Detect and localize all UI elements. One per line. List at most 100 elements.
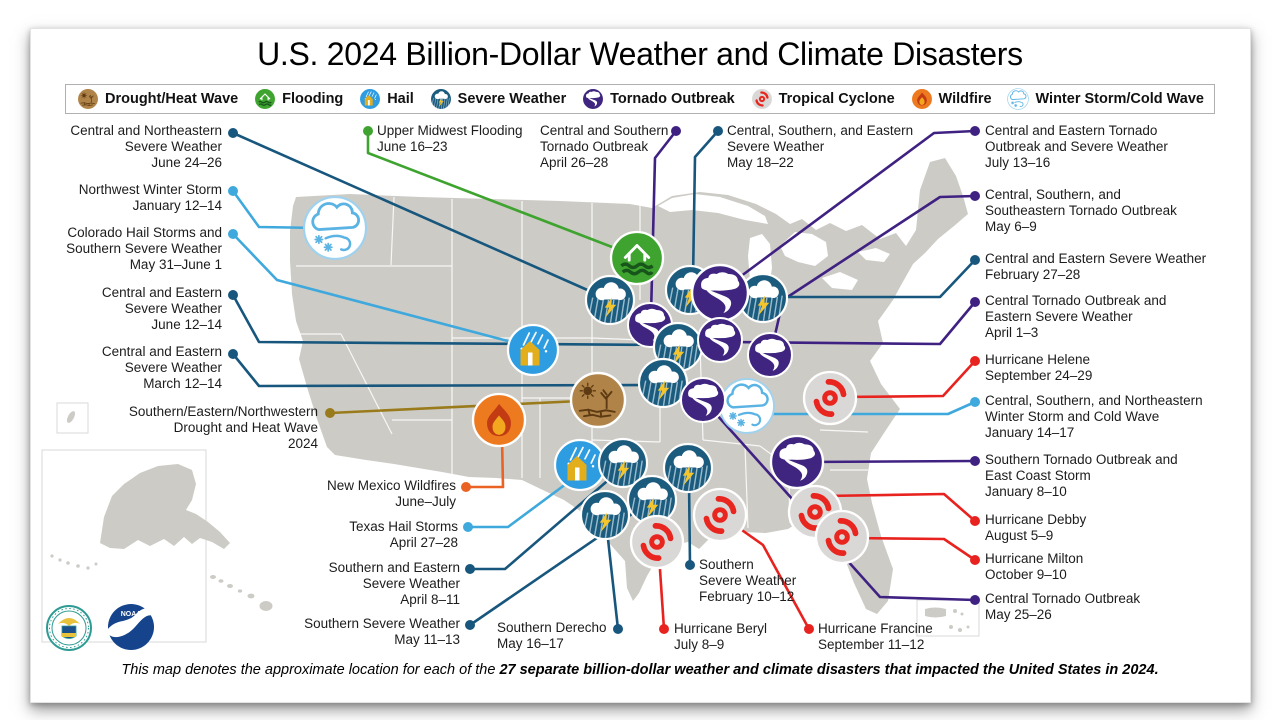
callout-line — [468, 476, 575, 529]
drought-icon — [77, 88, 99, 110]
callout-dot — [613, 624, 623, 634]
tornado-icon — [680, 377, 726, 423]
callout-dot — [228, 186, 238, 196]
callout-dot — [970, 555, 980, 565]
winter-icon — [720, 379, 774, 433]
callout-dot — [970, 126, 980, 136]
severe-icon — [586, 276, 634, 324]
legend-label: Hail — [387, 91, 414, 107]
callout-dot — [970, 516, 980, 526]
callout-line — [470, 469, 621, 571]
wildfire-icon — [471, 392, 527, 448]
legend-item-hail: Hail — [358, 87, 414, 111]
legend-item-wildfire: Wildfire — [910, 87, 992, 111]
tornado-icon — [697, 317, 743, 363]
winter-icon — [1006, 87, 1030, 111]
cyclone-icon — [631, 516, 683, 568]
callout-line — [231, 353, 656, 388]
legend-label: Drought/Heat Wave — [105, 91, 239, 107]
wildfire-icon — [910, 88, 933, 110]
footer-normal: This map denotes the approximate locatio… — [121, 662, 500, 678]
callout-dot — [659, 624, 669, 634]
cyclone-icon — [694, 489, 746, 541]
legend-label: Winter Storm/Cold Wave — [1035, 91, 1204, 107]
callout-dot — [463, 522, 473, 532]
callout-dot — [228, 349, 238, 359]
cyclone-icon — [816, 511, 868, 563]
callout-dot — [970, 595, 980, 605]
footer-bold: 27 separate billion-dollar weather and c… — [499, 662, 1159, 678]
callout-dot — [804, 624, 814, 634]
legend-label: Tornado Outbreak — [610, 91, 735, 107]
legend-label: Severe Weather — [457, 91, 567, 107]
drought-icon — [569, 371, 627, 429]
callout-line — [466, 437, 505, 489]
callout-line — [232, 131, 611, 302]
callout-line — [822, 492, 976, 522]
callout-line — [727, 301, 976, 346]
callout-dot — [685, 560, 695, 570]
callout-dot — [228, 128, 238, 138]
svg-text:NOAA: NOAA — [121, 611, 142, 618]
severe-icon — [581, 491, 629, 539]
hail-icon — [555, 440, 605, 490]
callout-line — [687, 479, 692, 566]
callout-dot — [228, 229, 238, 239]
winter-icon — [304, 197, 366, 259]
callout-line — [707, 404, 976, 602]
callout-line — [770, 259, 976, 299]
severe-icon — [429, 87, 453, 111]
flood-icon — [609, 230, 665, 286]
callout-dot — [970, 255, 980, 265]
callout-line — [605, 529, 620, 630]
hail-icon — [358, 87, 382, 111]
cyclone-icon — [804, 372, 856, 424]
callout-line — [728, 519, 811, 630]
callout-line — [691, 130, 719, 281]
tornado-icon — [769, 434, 825, 490]
legend-item-tornado: Tornado Outbreak — [581, 87, 735, 111]
callout-dot — [713, 126, 723, 136]
legend-item-cyclone: Tropical Cyclone — [750, 87, 895, 111]
callout-dot — [465, 620, 475, 630]
callout-dot — [970, 297, 980, 307]
footer-note: This map denotes the approximate locatio… — [0, 662, 1280, 678]
cyclone-icon — [750, 87, 774, 111]
legend-item-flood: Flooding — [253, 87, 343, 111]
tornado-icon — [582, 88, 605, 110]
callout-dot — [461, 482, 471, 492]
callout-dot — [970, 191, 980, 201]
callout-line — [329, 399, 581, 415]
flood-icon — [253, 87, 277, 111]
page-title: U.S. 2024 Billion-Dollar Weather and Cli… — [257, 36, 1023, 72]
callout-dot — [228, 290, 238, 300]
callout-line — [804, 459, 976, 464]
callout-line — [770, 194, 976, 349]
tornado-icon — [690, 263, 750, 323]
guam-inset — [56, 402, 89, 434]
puerto-rico-inset — [916, 599, 980, 637]
callout-line — [839, 360, 976, 399]
callout-line — [232, 233, 524, 347]
doc-seal — [46, 605, 92, 651]
hawaii-islands — [210, 575, 273, 611]
callout-dots — [228, 126, 980, 634]
callout-dot — [363, 126, 373, 136]
callout-dot — [325, 408, 335, 418]
tornado-icon — [747, 332, 793, 378]
callout-dot — [970, 397, 980, 407]
legend: Drought/Heat Wave Flooding Hail Severe Weat… — [65, 84, 1215, 114]
severe-icon — [639, 359, 687, 407]
legend-item-winter: Winter Storm/Cold Wave — [1006, 87, 1204, 111]
callout-line — [724, 129, 976, 290]
legend-label: Wildfire — [938, 91, 992, 107]
callout-line — [366, 131, 626, 254]
callout-dot — [970, 356, 980, 366]
legend-label: Flooding — [282, 91, 344, 107]
callout-dot — [970, 456, 980, 466]
callout-dot — [671, 126, 681, 136]
legend-label: Tropical Cyclone — [778, 91, 895, 107]
callout-line — [849, 536, 976, 562]
callout-dot — [465, 564, 475, 574]
